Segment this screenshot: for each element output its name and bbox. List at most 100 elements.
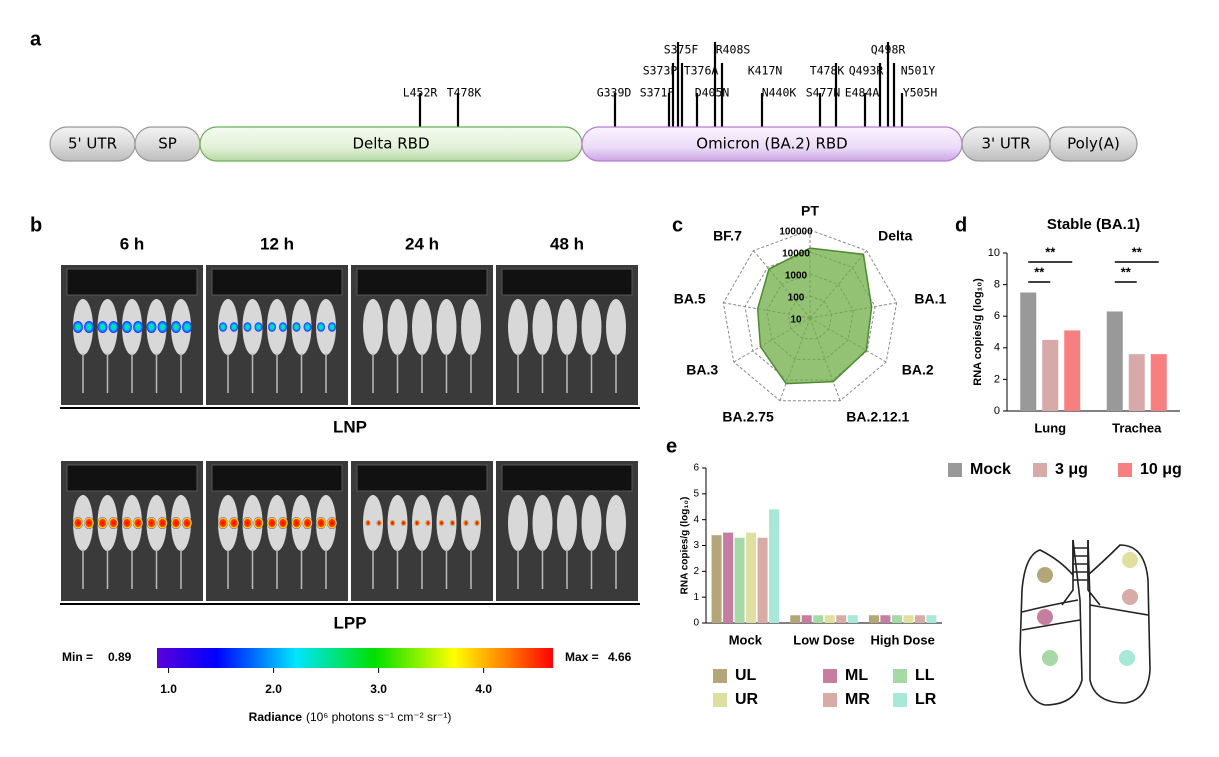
colorbar [157, 648, 553, 668]
bar [1128, 354, 1145, 411]
colorbar-tick-label: 3.0 [370, 682, 387, 696]
chart-title: Stable (BA.1) [1047, 216, 1140, 233]
left-lung [1019, 539, 1083, 706]
mouse [606, 495, 626, 551]
x-tick-label: Lung [1034, 420, 1066, 435]
lung-dots [1037, 552, 1138, 666]
mouse [532, 299, 553, 355]
y-tick-label: 8 [994, 279, 1000, 291]
mutation-label: T376A [684, 64, 719, 78]
legend-swatch [823, 693, 837, 707]
radar-axis-label: Delta [878, 228, 912, 244]
mouse [387, 299, 408, 355]
signal [268, 322, 276, 332]
imaging-panel [351, 265, 493, 405]
dot-ur [1122, 552, 1138, 568]
group-label: LPP [333, 613, 366, 632]
colorbar-tick-label: 2.0 [265, 682, 282, 696]
signal [401, 520, 406, 526]
panel-label: e [666, 435, 677, 457]
radar-axis-label: BA.1 [914, 290, 946, 306]
mutation-label: N501Y [901, 64, 936, 78]
panel-label: c [672, 214, 683, 236]
lung-diagram [1019, 539, 1151, 706]
max-value: 4.66 [608, 650, 632, 664]
signal [122, 517, 132, 529]
mouse [387, 495, 408, 551]
bar [1042, 339, 1059, 411]
signal [327, 517, 337, 529]
radar-tick-label: 100 [788, 293, 805, 304]
bar [824, 615, 835, 623]
signal [73, 517, 83, 529]
segment-label: Omicron (BA.2) RBD [696, 135, 847, 153]
mouse [461, 495, 481, 551]
significance-label: ** [1121, 264, 1132, 279]
signal [146, 517, 157, 529]
panel-label: d [955, 214, 967, 236]
signal [157, 517, 168, 529]
y-tick-label: 6 [693, 463, 699, 474]
bar [1150, 354, 1167, 411]
y-tick-label: 5 [693, 488, 699, 499]
y-axis-label: RNA copies/g (log₁₀) [972, 278, 984, 386]
x-tick-label: High Dose [871, 632, 935, 647]
min-value: 0.89 [108, 650, 132, 664]
x-tick-label: Trachea [1112, 420, 1162, 435]
signal [253, 517, 264, 529]
y-tick-label: 2 [994, 373, 1000, 385]
mouse [436, 495, 457, 551]
signal [108, 517, 119, 529]
legend-swatch [948, 463, 962, 477]
y-tick-label: 10 [988, 247, 1000, 259]
signal [254, 322, 263, 332]
mouse [581, 495, 602, 551]
radar-axis-label: PT [801, 203, 819, 219]
segment-label: 3' UTR [982, 135, 1031, 153]
imaging-panel [496, 461, 638, 601]
bar [847, 615, 858, 623]
signal [450, 520, 455, 526]
y-tick-label: 6 [994, 310, 1000, 322]
panel-label: b [30, 214, 42, 236]
mouse [461, 299, 481, 355]
mouse [291, 299, 312, 355]
signal [182, 517, 192, 529]
segment-label: 5' UTR [68, 135, 117, 153]
radar-area [756, 247, 873, 385]
dot-lr [1119, 650, 1135, 666]
imaging-panel [496, 265, 638, 405]
signal [414, 520, 420, 526]
signal [463, 520, 469, 526]
panel-label: a [30, 28, 42, 50]
radar-axis-label: BA.3 [686, 362, 718, 378]
signal [242, 517, 253, 529]
bar [1106, 311, 1123, 411]
y-tick-label: 2 [693, 566, 699, 577]
mutation-label: E484A [845, 86, 880, 100]
signal [291, 517, 302, 529]
signal [317, 322, 325, 332]
signal [376, 520, 382, 526]
mouse [316, 299, 336, 355]
mutation-label: Q498R [871, 43, 906, 57]
bar [891, 615, 902, 623]
signal [328, 322, 336, 332]
radar-axis-label: BF.7 [713, 228, 742, 244]
signal [243, 322, 252, 332]
bar [1020, 292, 1037, 411]
signal [229, 517, 239, 529]
legend-label: 3 μg [1055, 461, 1088, 478]
mouse [218, 299, 238, 355]
mouse [242, 299, 263, 355]
time-label: 6 h [120, 234, 145, 253]
legend-label: UR [735, 691, 759, 708]
holder [66, 464, 198, 492]
mutation-label: T478K [447, 86, 482, 100]
legend-swatch [823, 669, 837, 683]
mutation-label: S375F [664, 43, 699, 57]
holder [66, 268, 198, 296]
bar [723, 532, 734, 623]
mouse [363, 495, 383, 551]
